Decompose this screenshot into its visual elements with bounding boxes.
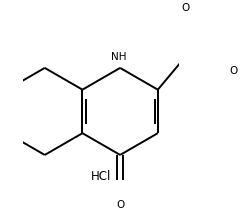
Text: NH: NH bbox=[111, 52, 126, 62]
Text: O: O bbox=[230, 66, 238, 76]
Text: O: O bbox=[182, 3, 190, 13]
Text: HCl: HCl bbox=[91, 170, 111, 183]
Text: O: O bbox=[116, 200, 124, 210]
